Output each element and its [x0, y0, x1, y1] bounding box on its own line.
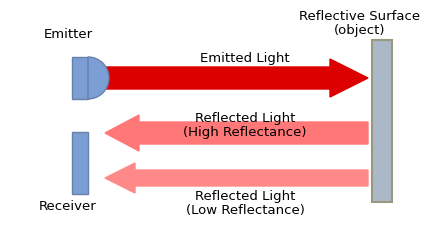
FancyArrow shape [106, 59, 368, 97]
Text: Reflected Light: Reflected Light [195, 190, 295, 203]
Text: Reflective Surface: Reflective Surface [299, 10, 421, 23]
Text: (Low Reflectance): (Low Reflectance) [186, 204, 304, 217]
Bar [372, 40, 392, 202]
Text: (object): (object) [334, 24, 386, 37]
Text: Reflected Light: Reflected Light [195, 112, 295, 125]
Bar [72, 132, 88, 194]
Text: Emitted Light: Emitted Light [200, 52, 290, 65]
FancyArrow shape [105, 163, 368, 193]
FancyArrow shape [105, 115, 368, 151]
Text: Receiver: Receiver [39, 200, 97, 213]
Text: Emitter: Emitter [44, 28, 93, 41]
Wedge shape [88, 57, 109, 99]
Bar [72, 57, 88, 99]
Text: (High Reflectance): (High Reflectance) [183, 126, 307, 139]
